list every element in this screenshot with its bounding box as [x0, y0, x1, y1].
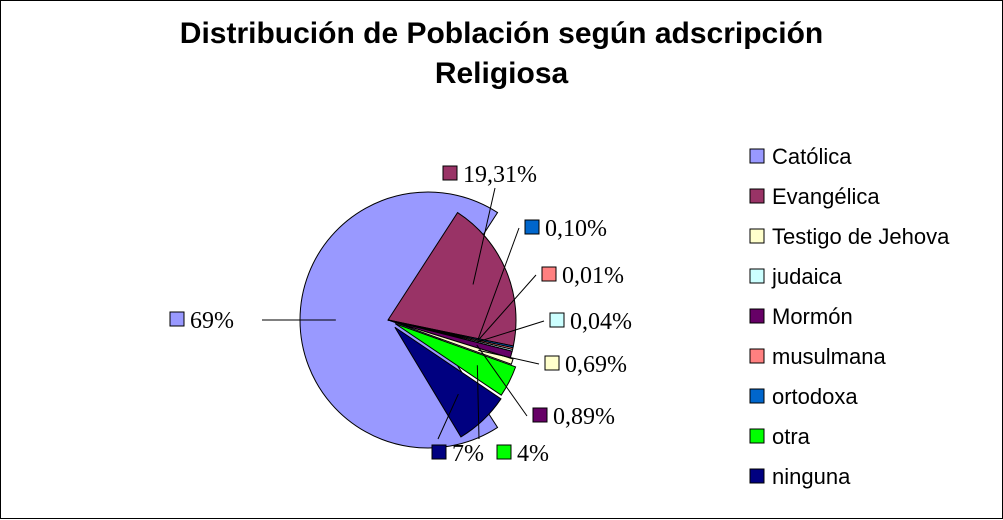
data-label-swatch-ninguna — [431, 444, 447, 460]
data-label-swatch-catolica — [169, 311, 185, 327]
legend-label-ninguna: ninguna — [772, 464, 851, 489]
legend-swatch-ninguna — [749, 468, 765, 484]
data-label-swatch-ortodoxa — [524, 219, 540, 235]
leader-line-otra — [476, 365, 480, 440]
legend-swatch-musulmana — [749, 348, 765, 364]
data-label-swatch-judaica — [549, 312, 565, 328]
data-label-musulmana: 0,01% — [562, 263, 624, 289]
legend-swatch-testigo-de-jehova — [749, 228, 765, 244]
legend-swatch-mormon — [749, 308, 765, 324]
legend: Católica Evangélica Testigo de Jehova judai… — [749, 144, 950, 489]
data-label-judaica: 0,04% — [570, 309, 632, 335]
chart-title: Distribución de Población según adscripc… — [0, 14, 1003, 94]
pie-slice-ninguna — [394, 326, 502, 438]
chart-title-line-2: Religiosa — [434, 57, 569, 90]
legend-swatch-otra — [749, 428, 765, 444]
data-label-swatch-evangelica — [442, 165, 458, 181]
leader-line-ninguna — [437, 393, 459, 440]
pie-slice-otra — [394, 323, 517, 396]
legend-swatch-catolica — [749, 148, 765, 164]
legend-label-mormon: Mormón — [772, 304, 853, 329]
data-label-swatch-testigo-de-jehova — [544, 355, 560, 371]
legend-label-catolica: Católica — [772, 144, 852, 169]
chart-title-line-1: Distribución de Población según adscripc… — [179, 17, 824, 50]
legend-label-judaica: judaica — [771, 264, 842, 289]
data-label-swatch-mormon — [532, 407, 548, 423]
data-label-ortodoxa: 0,10% — [545, 216, 607, 242]
leader-line-judaica — [477, 320, 545, 343]
legend-label-ortodoxa: ortodoxa — [772, 384, 858, 409]
leader-line-evangelica — [472, 187, 496, 285]
pie-slice-evangelica — [387, 211, 517, 347]
legend-label-musulmana: musulmana — [772, 344, 886, 369]
legend-label-testigo-de-jehova: Testigo de Jehova — [772, 224, 950, 249]
legend-swatch-ortodoxa — [749, 388, 765, 404]
leader-line-mormon — [476, 344, 528, 417]
leader-line-ortodoxa — [477, 227, 520, 340]
legend-swatch-judaica — [749, 268, 765, 284]
data-label-swatch-musulmana — [541, 266, 557, 282]
data-label-swatch-otra — [496, 444, 512, 460]
leader-line-testigo-de-jehova — [478, 349, 540, 365]
leader-line-musulmana — [477, 274, 537, 341]
data-label-testigo-de-jehova: 0,69% — [565, 352, 627, 378]
legend-label-evangelica: Evangélica — [772, 184, 880, 209]
legend-swatch-evangelica — [749, 188, 765, 204]
data-label-mormon: 0,89% — [553, 404, 615, 430]
legend-label-otra: otra — [772, 424, 811, 449]
data-label-evangelica: 19,31% — [463, 162, 537, 188]
data-label-catolica: 69% — [190, 308, 234, 334]
data-label-ninguna: 7% — [452, 441, 484, 467]
data-label-otra: 4% — [517, 441, 549, 467]
